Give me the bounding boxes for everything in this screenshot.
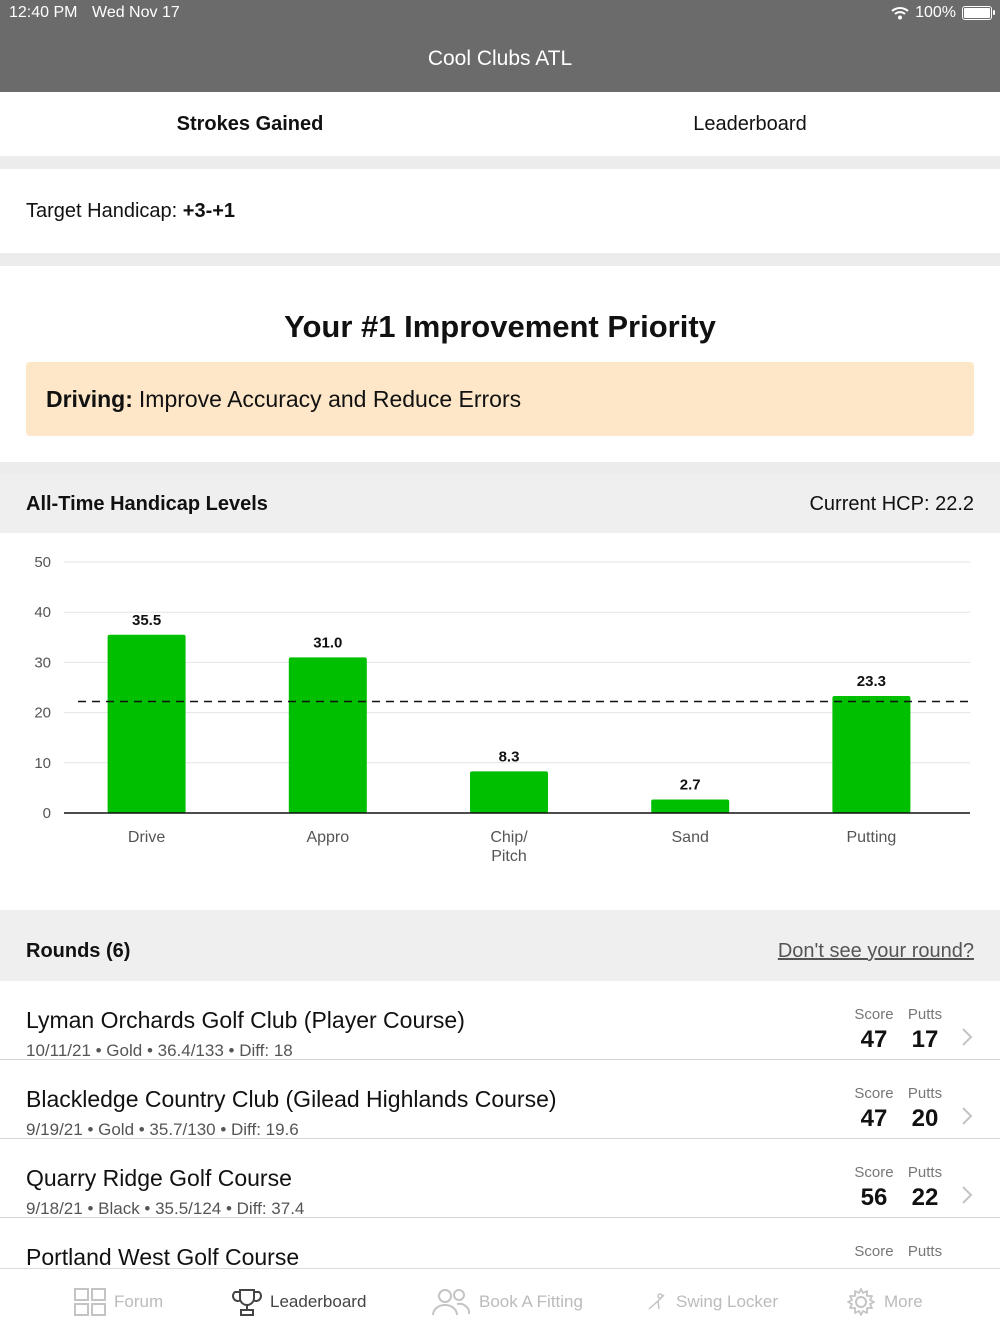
round-score: 47: [860, 1105, 888, 1132]
chevron-right-icon: [962, 1028, 973, 1046]
x-tick-label: Putting: [846, 829, 896, 846]
section-divider: [0, 462, 1000, 474]
wifi-icon: [891, 7, 909, 20]
chevron-right-icon: [962, 1107, 973, 1125]
battery-percent: 100%: [915, 4, 956, 21]
status-date: Wed Nov 17: [92, 4, 180, 21]
y-tick-label: 20: [34, 705, 51, 722]
handicap-title: All-Time Handicap Levels: [26, 493, 268, 515]
battery-icon: [962, 6, 995, 20]
score-label: Score: [854, 1006, 894, 1023]
bottom-tab-more[interactable]: More: [846, 1269, 923, 1334]
bottom-tab-bar: Forum Leaderboard Book A Fitting Swing L…: [0, 1268, 1000, 1334]
round-row[interactable]: Quarry Ridge Golf Course 9/18/21 • Black…: [0, 1139, 1000, 1218]
round-meta: 9/19/21 • Gold • 35.7/130 • Diff: 19.6: [26, 1120, 299, 1139]
score-label: Score: [854, 1164, 894, 1181]
round-row[interactable]: Lyman Orchards Golf Club (Player Course)…: [0, 981, 1000, 1060]
chevron-right-icon: [962, 1186, 973, 1204]
x-tick-label: Appro: [306, 829, 349, 846]
trophy-icon: [232, 1289, 262, 1316]
tab-strokes-gained[interactable]: Strokes Gained: [176, 112, 324, 135]
missing-round-link[interactable]: Don't see your round?: [777, 940, 974, 962]
round-meta: 9/18/21 • Black • 35.5/124 • Diff: 37.4: [26, 1199, 305, 1218]
bottom-tab-book-fitting[interactable]: Book A Fitting: [431, 1269, 583, 1334]
round-course: Portland West Golf Course: [26, 1244, 300, 1270]
bottom-tab-label: Forum: [114, 1292, 164, 1311]
grid-icon: [74, 1288, 106, 1316]
data-label: 23.3: [857, 673, 886, 690]
gear-icon: [847, 1288, 875, 1316]
bottom-tab-swing-locker[interactable]: Swing Locker: [646, 1269, 778, 1334]
priority-box: Driving: Improve Accuracy and Reduce Err…: [26, 362, 974, 436]
round-course: Quarry Ridge Golf Course: [26, 1165, 292, 1191]
bar-chart: 0 10 20 30 40 50 35.5 Drive 31.0 Appro 8.3 Chip/Pit…: [34, 554, 970, 865]
bar: [832, 696, 911, 813]
round-meta: 10/11/21 • Gold • 36.4/133 • Diff: 18: [26, 1041, 293, 1060]
handicap-chart: 0 10 20 30 40 50 35.5 Drive 31.0 Appro 8.3 Chip/Pit…: [0, 533, 1000, 910]
bar: [107, 634, 186, 813]
data-label: 31.0: [313, 634, 342, 651]
section-divider: [0, 156, 1000, 169]
status-time: 12:40 PM: [9, 4, 78, 21]
rounds-header: Rounds (6) Don't see your round?: [0, 910, 1000, 981]
priority-text: Improve Accuracy and Reduce Errors: [138, 385, 522, 412]
nav-title: Cool Clubs ATL: [427, 47, 573, 70]
round-putts: 22: [911, 1184, 939, 1211]
x-tick-label: Chip/: [490, 829, 528, 846]
bar: [470, 771, 548, 813]
data-label: 2.7: [680, 776, 701, 793]
priority-title: Your #1 Improvement Priority: [284, 309, 716, 344]
y-tick-label: 50: [34, 554, 51, 571]
bottom-tab-label: Leaderboard: [270, 1292, 367, 1311]
bottom-tab-forum[interactable]: Forum: [74, 1269, 163, 1334]
round-row[interactable]: Blackledge Country Club (Gilead Highland…: [0, 1060, 1000, 1139]
x-tick-label: Pitch: [491, 848, 527, 865]
putts-label: Putts: [907, 1164, 943, 1181]
putts-label: Putts: [907, 1085, 943, 1102]
improvement-priority-card: Your #1 Improvement Priority Driving: Im…: [0, 266, 1000, 462]
round-score: 56: [860, 1184, 888, 1211]
round-putts: 17: [911, 1026, 939, 1053]
data-label: 8.3: [499, 748, 520, 765]
y-tick-label: 10: [34, 755, 51, 772]
target-handicap-card: Target Handicap: +3-+1: [0, 169, 1000, 253]
bar: [288, 657, 367, 813]
x-tick-label: Drive: [128, 829, 165, 846]
y-tick-label: 40: [34, 604, 51, 621]
y-tick-label: 30: [34, 654, 51, 671]
putts-label: Putts: [907, 1243, 943, 1260]
round-course: Lyman Orchards Golf Club (Player Course): [26, 1007, 465, 1033]
round-putts: 20: [911, 1105, 939, 1132]
round-score: 47: [860, 1026, 888, 1053]
bottom-tab-label: Book A Fitting: [479, 1292, 583, 1311]
bottom-tab-leaderboard[interactable]: Leaderboard: [232, 1269, 366, 1334]
rounds-title: Rounds (6): [26, 940, 131, 962]
data-label: 35.5: [132, 612, 161, 629]
current-hcp: Current HCP: 22.2: [809, 493, 974, 515]
golfer-icon: [648, 1293, 665, 1310]
target-handicap-label: Target Handicap:: [26, 200, 178, 222]
bottom-tab-label: Swing Locker: [676, 1292, 779, 1311]
target-handicap-value: +3-+1: [182, 200, 236, 222]
priority-category: Driving:: [46, 385, 133, 412]
nav-bar: Cool Clubs ATL: [0, 26, 1000, 92]
bar: [651, 799, 730, 813]
handicap-header: All-Time Handicap Levels Current HCP: 22…: [0, 474, 1000, 533]
y-tick-label: 0: [43, 805, 51, 822]
x-tick-label: Sand: [672, 829, 709, 846]
section-divider: [0, 253, 1000, 266]
people-icon: [432, 1289, 471, 1316]
segment-tabs: Strokes Gained Leaderboard: [0, 92, 1000, 156]
putts-label: Putts: [907, 1006, 943, 1023]
bottom-tab-label: More: [884, 1292, 923, 1311]
score-label: Score: [854, 1243, 894, 1260]
tab-leaderboard[interactable]: Leaderboard: [693, 112, 807, 135]
status-bar: 12:40 PM Wed Nov 17 100%: [0, 0, 1000, 26]
score-label: Score: [854, 1085, 894, 1102]
round-course: Blackledge Country Club (Gilead Highland…: [26, 1086, 557, 1112]
